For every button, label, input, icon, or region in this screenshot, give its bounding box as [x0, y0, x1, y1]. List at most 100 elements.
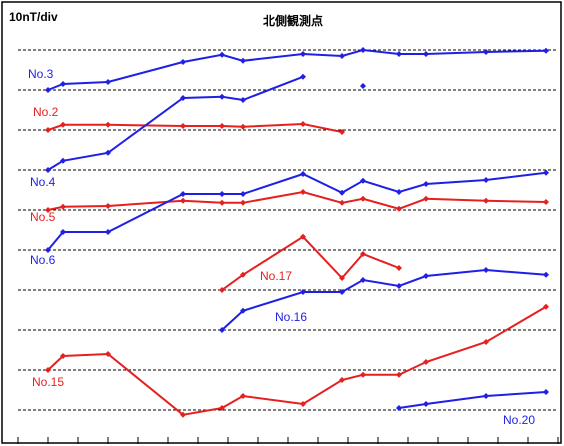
series-line [398, 391, 547, 409]
data-point [339, 129, 345, 135]
data-point [396, 189, 402, 195]
data-point [339, 189, 345, 196]
data-point [60, 81, 66, 87]
data-point [240, 393, 246, 399]
data-point [543, 47, 549, 54]
data-point [339, 199, 345, 206]
data-point [300, 51, 306, 57]
series-label: No.17 [260, 269, 292, 283]
series-label: No.16 [275, 310, 307, 324]
data-point [300, 171, 306, 177]
data-point [396, 51, 402, 57]
series-label: No.20 [503, 413, 535, 427]
data-point [396, 371, 402, 378]
data-point [423, 195, 429, 202]
data-point [423, 401, 429, 407]
data-point [360, 195, 366, 202]
data-point [180, 191, 186, 197]
data-point [45, 207, 51, 213]
chart-title: 北側観測点 [263, 13, 323, 28]
data-point [396, 283, 402, 289]
data-point [240, 123, 246, 130]
data-point [60, 229, 66, 235]
data-point [45, 247, 51, 253]
data-point [219, 287, 225, 293]
series-label: No.6 [30, 253, 56, 267]
data-point [300, 401, 306, 407]
data-point [423, 359, 429, 365]
data-point [360, 251, 366, 257]
scale-label: 10nT/div [9, 10, 58, 24]
data-point [543, 303, 549, 310]
data-point [339, 53, 345, 59]
data-point [240, 97, 246, 103]
data-point [180, 411, 186, 418]
data-point [300, 121, 306, 127]
data-point [483, 339, 489, 345]
data-point [483, 393, 489, 399]
data-point [423, 273, 429, 279]
data-point [396, 265, 402, 271]
data-point [396, 405, 402, 411]
data-point [543, 199, 549, 205]
data-point [219, 93, 225, 100]
data-point [180, 59, 186, 65]
data-point [543, 389, 549, 395]
data-point [300, 189, 306, 195]
data-point [60, 157, 66, 164]
data-point [360, 177, 366, 184]
data-point [483, 197, 489, 204]
data-point [60, 121, 66, 128]
data-point [105, 79, 111, 85]
data-point [219, 327, 225, 333]
series-line [47, 122, 343, 133]
data-point [423, 181, 429, 187]
data-point [105, 149, 111, 156]
data-point [105, 351, 111, 357]
data-point [219, 51, 225, 58]
data-point [105, 121, 111, 128]
data-point [180, 123, 186, 129]
data-point [45, 127, 51, 133]
series-label: No.5 [30, 210, 56, 224]
data-point [300, 233, 306, 240]
series-label: No.15 [32, 375, 64, 389]
data-point [45, 367, 51, 373]
data-point [219, 405, 225, 411]
data-point [105, 229, 111, 235]
data-point [483, 267, 489, 273]
data-point [240, 199, 246, 206]
data-point [219, 199, 225, 206]
data-point [240, 307, 246, 314]
data-point [339, 377, 345, 383]
series-label: No.4 [30, 175, 56, 189]
data-point [60, 203, 66, 210]
data-point [60, 353, 66, 359]
data-point [300, 289, 306, 295]
data-point [360, 47, 366, 53]
data-point [45, 87, 51, 93]
data-point [483, 49, 489, 55]
data-point [180, 95, 186, 101]
data-point [219, 123, 225, 129]
data-point [339, 289, 345, 295]
data-point [105, 203, 111, 209]
data-point [360, 371, 366, 378]
series-label: No.3 [28, 67, 54, 81]
series-label: No.2 [33, 105, 59, 119]
data-point [240, 271, 246, 278]
data-point [483, 177, 489, 183]
data-point [300, 73, 306, 80]
data-point [240, 57, 246, 64]
series-line [221, 235, 400, 291]
data-point [180, 197, 186, 204]
data-point [396, 205, 402, 212]
data-point [240, 191, 246, 197]
data-point [543, 169, 549, 176]
data-point [360, 83, 366, 89]
data-point [219, 191, 225, 197]
data-point [360, 277, 366, 283]
data-point [339, 275, 345, 281]
